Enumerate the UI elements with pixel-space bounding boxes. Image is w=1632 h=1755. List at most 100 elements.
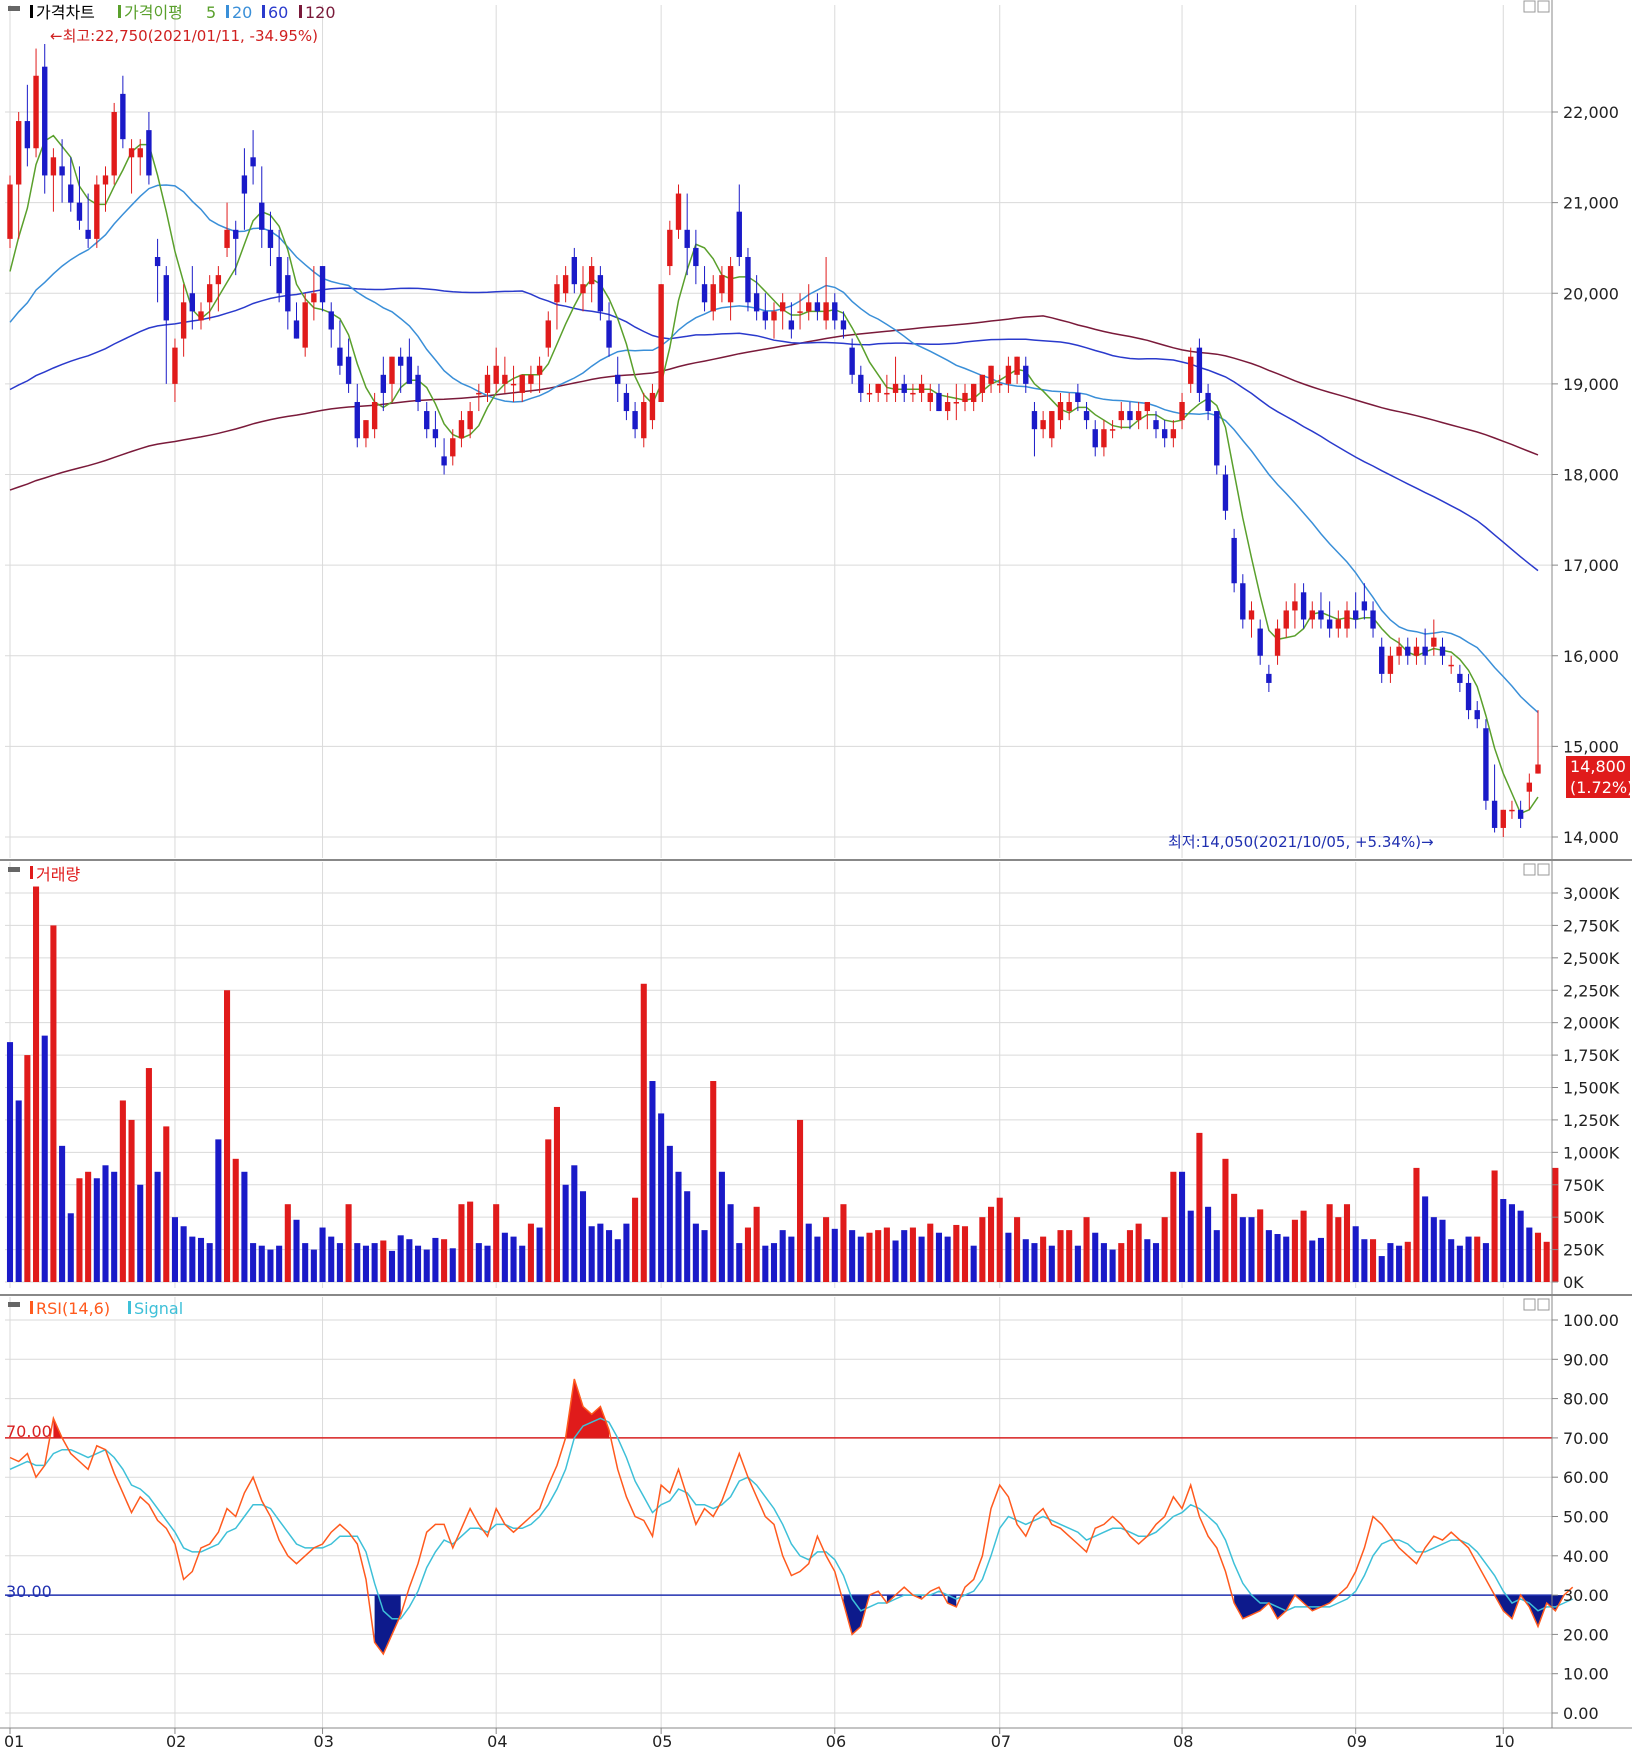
- volume-bar: [406, 1239, 413, 1282]
- volume-bar: [1378, 1256, 1385, 1282]
- panel-minimize-icon[interactable]: [1523, 863, 1536, 876]
- candle-body: [641, 402, 647, 439]
- last-price-value: 14,800: [1570, 757, 1626, 776]
- candle-body: [1326, 619, 1333, 629]
- volume-bar: [1430, 1217, 1437, 1282]
- volume-bar: [1040, 1236, 1047, 1282]
- volume-bar: [892, 1240, 899, 1282]
- volume-bar: [189, 1236, 196, 1282]
- volume-bar: [171, 1217, 178, 1282]
- candle-body: [189, 293, 196, 312]
- volume-bar: [6, 1042, 14, 1282]
- volume-bar: [102, 1165, 109, 1282]
- volume-bar: [762, 1245, 769, 1282]
- candle-body: [771, 311, 777, 321]
- candle-body: [224, 229, 230, 248]
- candle-body: [1014, 356, 1020, 375]
- candle-body: [1509, 809, 1515, 812]
- panel-close-icon[interactable]: [1537, 863, 1550, 876]
- volume-bar: [41, 1035, 48, 1282]
- candle-body: [1170, 429, 1177, 439]
- volume-bar: [276, 1245, 283, 1282]
- candle-body: [606, 320, 612, 348]
- candle-body: [710, 284, 716, 312]
- candle-body: [944, 402, 951, 412]
- volume-bar: [996, 1197, 1003, 1282]
- candle-body: [111, 112, 117, 176]
- panel-menu-icon[interactable]: [8, 1302, 20, 1307]
- candle-body: [1109, 429, 1116, 431]
- volume-bar: [493, 1204, 500, 1282]
- candle-body: [1413, 646, 1420, 656]
- candle-body: [806, 302, 812, 312]
- volume-tick-label: 750K: [1563, 1176, 1605, 1195]
- candle-body: [406, 356, 413, 384]
- volume-bar: [1413, 1167, 1420, 1282]
- candle-body: [1214, 411, 1220, 466]
- volume-bar: [571, 1165, 578, 1282]
- volume-bars: [6, 886, 1559, 1282]
- volume-bar: [918, 1236, 925, 1282]
- candle-body: [719, 275, 725, 294]
- volume-bar: [1092, 1232, 1099, 1282]
- x-tick-label: 03: [314, 1732, 334, 1751]
- candle-body: [172, 347, 178, 384]
- panel-window-controls: [1523, 0, 1550, 13]
- legend-swatch-rsi: [30, 1301, 33, 1314]
- volume-tick-label: 250K: [1563, 1241, 1605, 1260]
- candle-body: [615, 374, 621, 384]
- volume-bar: [197, 1237, 205, 1282]
- volume-bar: [232, 1158, 239, 1282]
- candle-body: [1205, 392, 1211, 412]
- x-tick-label: 08: [1173, 1732, 1193, 1751]
- candle-body: [588, 266, 595, 285]
- volume-bar: [536, 1227, 543, 1282]
- candle-body: [285, 275, 291, 312]
- rsi-oversold-fill: [374, 1595, 401, 1654]
- volume-bar: [1109, 1249, 1116, 1282]
- panel-close-icon[interactable]: [1537, 0, 1550, 13]
- volume-bar: [519, 1245, 526, 1282]
- candle-body: [1240, 583, 1246, 620]
- candle-body: [1465, 682, 1472, 711]
- volume-bar: [597, 1223, 604, 1282]
- volume-bar: [970, 1245, 977, 1282]
- candle-body: [1405, 646, 1411, 656]
- volume-bar: [1491, 1170, 1498, 1282]
- candle-body: [927, 392, 933, 402]
- panel-menu-icon[interactable]: [8, 867, 20, 872]
- candle-body: [241, 175, 248, 194]
- candle-body: [840, 320, 847, 330]
- volume-bar: [415, 1245, 422, 1282]
- rsi-panel: 100.00 90.00 80.00 70.00 60.00 50.00 40.00 30.0…: [0, 1294, 1632, 1728]
- volume-bar: [1370, 1239, 1377, 1282]
- candle-body: [1535, 764, 1541, 774]
- candle-body: [1300, 592, 1307, 620]
- volume-bar: [250, 1243, 257, 1282]
- candle-body: [727, 266, 734, 303]
- candle-body: [1500, 809, 1506, 828]
- candle-body: [519, 374, 525, 393]
- volume-bar: [267, 1249, 274, 1282]
- panel-minimize-icon[interactable]: [1523, 1298, 1536, 1311]
- panel-minimize-icon[interactable]: [1523, 0, 1536, 13]
- volume-bar: [362, 1245, 369, 1282]
- volume-bar: [814, 1236, 821, 1282]
- price-tick-label: 19,000: [1563, 375, 1619, 394]
- volume-bar: [545, 1139, 552, 1282]
- volume-bar: [1387, 1243, 1394, 1282]
- candle-body: [1083, 411, 1090, 421]
- panel-menu-icon[interactable]: [8, 6, 20, 11]
- volume-bar: [501, 1232, 508, 1282]
- volume-bar: [1135, 1223, 1142, 1282]
- candle-body: [858, 374, 864, 393]
- rsi-y-axis: 100.00 90.00 80.00 70.00 60.00 50.00 40.00 30.0…: [1552, 1311, 1619, 1723]
- volume-bar: [1257, 1209, 1264, 1282]
- volume-bar: [623, 1223, 630, 1282]
- candle-body: [823, 302, 829, 321]
- volume-bar: [510, 1236, 517, 1282]
- volume-bar: [449, 1248, 456, 1282]
- volume-bar: [1126, 1230, 1133, 1282]
- panel-close-icon[interactable]: [1537, 1298, 1550, 1311]
- volume-bar: [1500, 1199, 1507, 1282]
